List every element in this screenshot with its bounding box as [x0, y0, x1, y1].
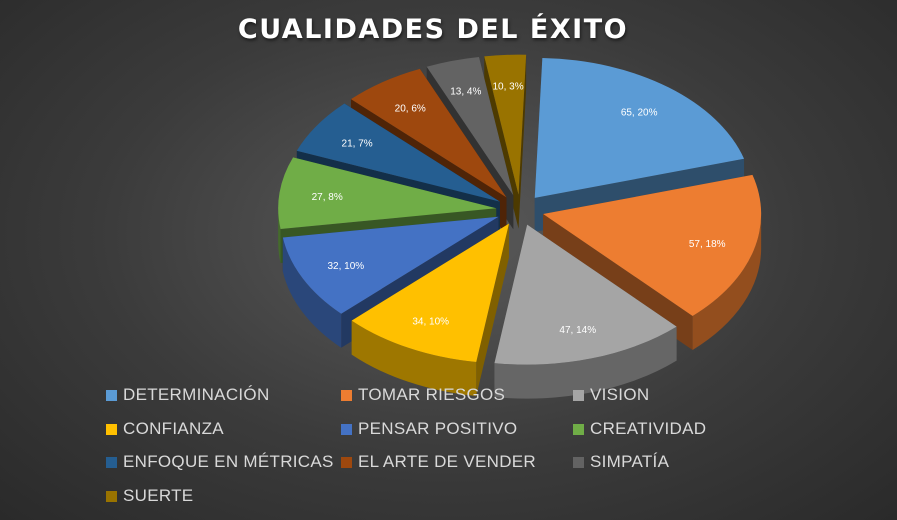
data-label: 57, 18%	[689, 239, 726, 250]
data-label: 10, 3%	[493, 82, 524, 93]
data-label: 32, 10%	[327, 261, 364, 272]
pie-slice-wall	[518, 54, 527, 229]
pie-slice-side	[351, 320, 477, 397]
data-label: 13, 4%	[450, 86, 481, 97]
pie-slice-top	[296, 103, 500, 202]
pie-slice-side	[278, 208, 281, 263]
data-label: 27, 8%	[312, 192, 343, 203]
pie-slice-side	[282, 237, 342, 348]
pie-slice-side	[494, 326, 677, 399]
data-label: 20, 6%	[395, 103, 426, 114]
pie-slice-top	[543, 174, 762, 316]
pie-slice-top	[534, 57, 745, 198]
pie-slice-wall	[476, 223, 509, 397]
pie-slice-top	[351, 223, 509, 363]
chart-title: CUALIDADES DEL ÉXITO	[237, 14, 629, 45]
pie-slice-top	[282, 216, 499, 314]
pie-slice-2	[494, 224, 677, 399]
pie-slice-top	[484, 54, 527, 195]
pie-slice-top	[426, 56, 514, 196]
data-label: 34, 10%	[412, 317, 449, 328]
pie-slice-top	[350, 68, 507, 198]
pie-slice-side	[692, 214, 762, 350]
pie-slice-top	[494, 224, 677, 365]
data-label: 47, 14%	[559, 325, 596, 336]
data-label: 65, 20%	[621, 108, 658, 119]
pie-slice-3	[351, 223, 509, 397]
data-label: 21, 7%	[342, 138, 373, 149]
pie-slice-top	[278, 157, 497, 229]
